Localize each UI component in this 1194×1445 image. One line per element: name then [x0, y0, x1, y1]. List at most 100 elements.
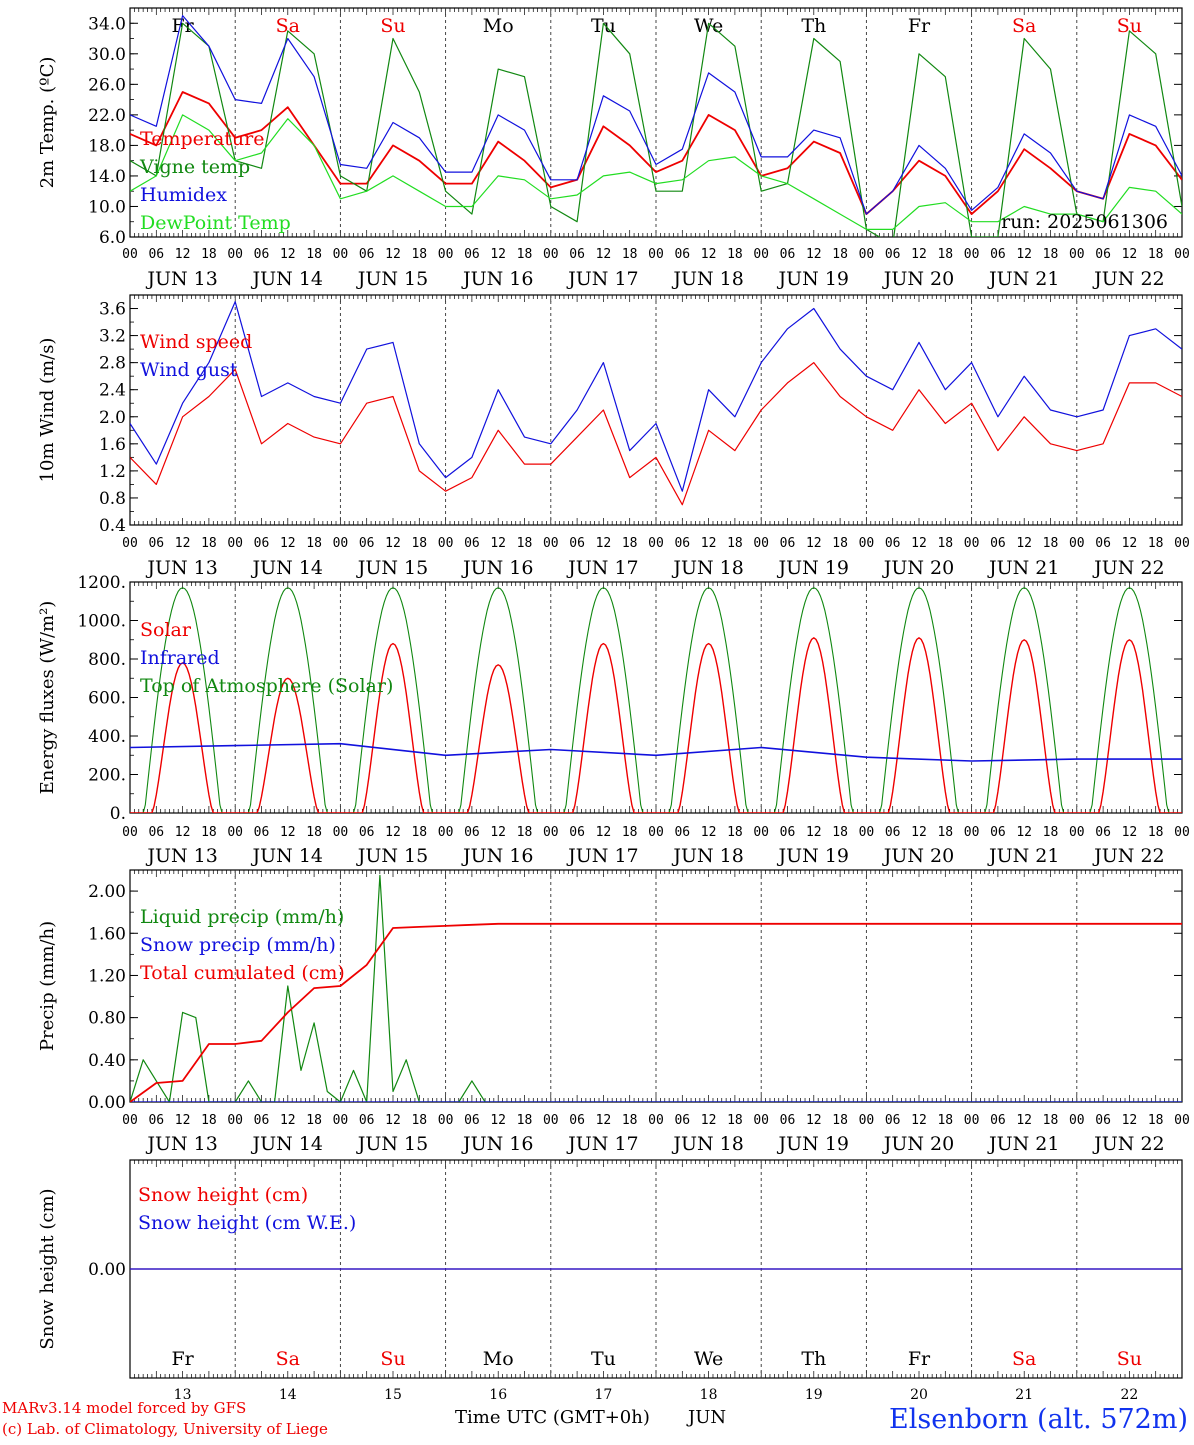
hour-label: 00: [1174, 536, 1190, 551]
weekday-label: Su: [1117, 1348, 1142, 1370]
hour-label: 00: [964, 247, 980, 262]
hour-label: 00: [333, 1113, 349, 1128]
weekday-label: Fr: [171, 15, 194, 37]
y-tick-label: 18.0: [88, 136, 126, 156]
hour-label: 06: [1095, 825, 1111, 840]
hour-label: 12: [911, 825, 927, 840]
y-tick-label: 400.: [88, 727, 126, 747]
y-tick-label: 1000.: [77, 612, 126, 632]
hour-label: 00: [1174, 247, 1190, 262]
hour-label: 06: [359, 247, 375, 262]
hour-label: 18: [306, 825, 322, 840]
y-axis-label: 10m Wind (m/s): [37, 338, 58, 483]
hour-label: 18: [411, 825, 427, 840]
y-tick-label: 6.0: [99, 228, 126, 248]
hour-label: 18: [832, 247, 848, 262]
hour-label: 06: [990, 825, 1006, 840]
date-label: JUN 16: [461, 557, 533, 579]
day-number-label: 13: [174, 1387, 192, 1403]
legend-entry: Temperature: [140, 128, 264, 150]
y-axis-label: Energy fluxes (W/m²): [37, 601, 58, 795]
hour-label: 06: [148, 825, 164, 840]
hour-label: 00: [333, 825, 349, 840]
weekday-label: Th: [801, 1348, 826, 1370]
hour-label: 18: [727, 536, 743, 551]
date-label: JUN 17: [566, 268, 638, 290]
hour-label: 00: [1069, 1113, 1085, 1128]
hour-label: 00: [438, 825, 454, 840]
series-infrared: [130, 742, 1182, 762]
y-tick-label: 1200.: [77, 573, 126, 593]
hour-label: 18: [201, 536, 217, 551]
hour-label: 00: [438, 536, 454, 551]
hour-label: 12: [490, 247, 506, 262]
y-tick-label: 1.60: [88, 924, 126, 944]
legend-entry: Top of Atmosphere (Solar): [140, 675, 393, 697]
hour-label: 18: [411, 536, 427, 551]
y-tick-label: 0.00: [88, 1093, 126, 1113]
hour-label: 18: [1148, 825, 1164, 840]
hour-label: 12: [911, 247, 927, 262]
station-title: Elsenborn (alt. 572m): [889, 1404, 1188, 1435]
y-tick-label: 0.80: [88, 1009, 126, 1029]
hour-label: 06: [464, 1113, 480, 1128]
hour-label: 00: [964, 1113, 980, 1128]
hour-label: 00: [648, 247, 664, 262]
hour-label: 12: [1122, 247, 1138, 262]
date-label: JUN 21: [987, 268, 1059, 290]
y-tick-label: 0.4: [99, 516, 126, 536]
date-label: JUN 18: [671, 845, 743, 867]
hour-label: 18: [937, 536, 953, 551]
hour-label: 18: [306, 247, 322, 262]
hour-label: 18: [517, 1113, 533, 1128]
hour-label: 06: [254, 536, 270, 551]
weekday-label: Sa: [1012, 1348, 1036, 1370]
hour-label: 06: [674, 825, 690, 840]
y-tick-label: 1.2: [99, 462, 126, 482]
hour-label: 12: [175, 247, 191, 262]
y-tick-label: 2.00: [88, 882, 126, 902]
hour-label: 18: [937, 1113, 953, 1128]
hour-label: 12: [806, 825, 822, 840]
y-tick-label: 0.: [110, 804, 126, 824]
hour-label: 06: [885, 825, 901, 840]
date-label: JUN 21: [987, 845, 1059, 867]
hour-label: 18: [201, 1113, 217, 1128]
weekday-label: We: [694, 1348, 723, 1370]
hour-label: 18: [306, 536, 322, 551]
hour-label: 00: [438, 1113, 454, 1128]
weekday-label: Fr: [171, 1348, 194, 1370]
hour-label: 00: [438, 247, 454, 262]
hour-label: 12: [280, 536, 296, 551]
hour-label: 00: [227, 247, 243, 262]
date-label: JUN 20: [882, 268, 954, 290]
hour-label: 12: [596, 247, 612, 262]
date-label: JUN 20: [882, 845, 954, 867]
hour-label: 06: [148, 247, 164, 262]
hour-label: 00: [1069, 536, 1085, 551]
hour-label: 00: [753, 825, 769, 840]
hour-label: 00: [543, 1113, 559, 1128]
hour-label: 18: [517, 536, 533, 551]
hour-label: 18: [832, 825, 848, 840]
hour-label: 12: [280, 247, 296, 262]
hour-label: 00: [648, 1113, 664, 1128]
date-label: JUN 15: [356, 845, 428, 867]
date-label: JUN 18: [671, 557, 743, 579]
series-wind-speed: [130, 362, 1182, 506]
credit-line-2: (c) Lab. of Climatology, University of L…: [2, 1420, 328, 1438]
hour-label: 06: [569, 1113, 585, 1128]
legend-entry: Vigne temp: [139, 156, 250, 178]
y-axis-label: 2m Temp. (ºC): [37, 57, 58, 189]
legend-entry: Solar: [140, 619, 192, 641]
date-label: JUN 18: [671, 1133, 743, 1155]
panel-1: 6.0 10.0 14.0 18.0 22.0 26.0 30.0 34.0 2m Temp. …: [37, 7, 1190, 290]
hour-label: 00: [1069, 825, 1085, 840]
hour-label: 00: [859, 825, 875, 840]
y-tick-label: 2.8: [99, 354, 126, 374]
series-total-cumulated-cm: [130, 922, 1182, 1102]
hour-label: 06: [148, 1113, 164, 1128]
hour-label: 06: [464, 825, 480, 840]
series-solar: [130, 637, 1182, 813]
